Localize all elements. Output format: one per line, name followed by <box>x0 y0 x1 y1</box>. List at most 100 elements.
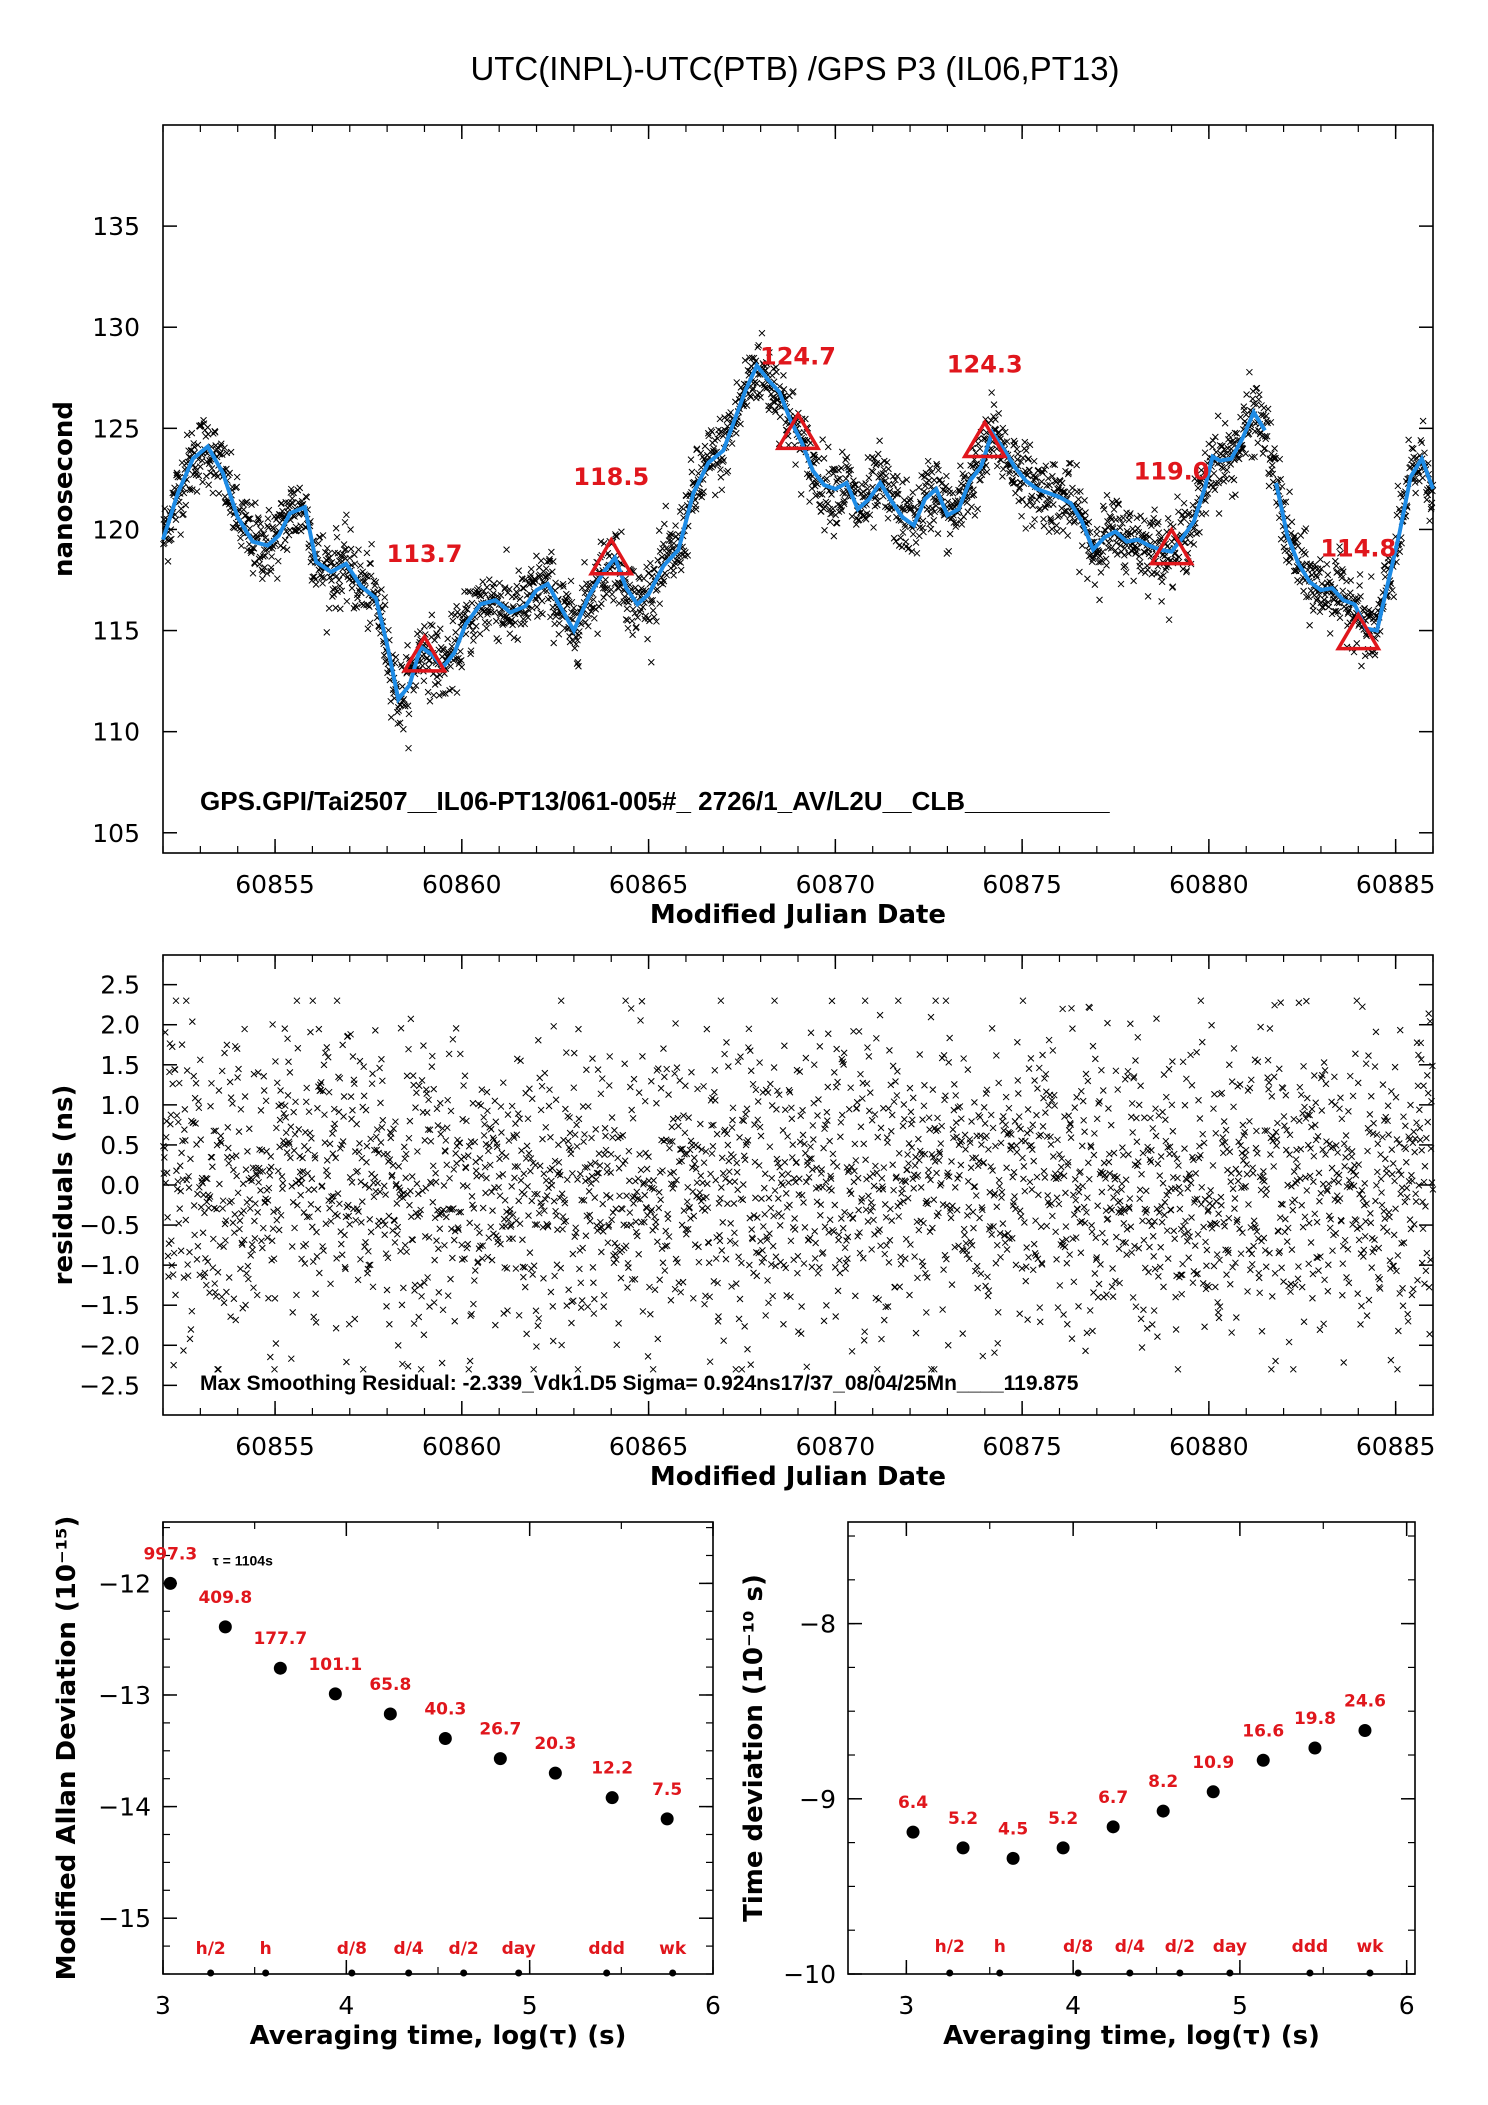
residuals-data-point <box>281 1025 289 1033</box>
main-data-point <box>893 513 900 521</box>
residuals-data-point <box>356 1140 363 1147</box>
residuals-data-point <box>233 1172 241 1180</box>
residuals-data-point <box>757 1237 764 1245</box>
main-data-point <box>1228 493 1236 501</box>
residuals-ytick-label: −1.0 <box>79 1251 140 1280</box>
main-data-point <box>257 520 264 528</box>
residuals-data-point <box>766 1230 773 1238</box>
residuals-data-point <box>674 1114 682 1122</box>
main-data-point <box>279 507 286 515</box>
main-data-point <box>929 504 936 512</box>
residuals-data-point <box>333 1255 340 1262</box>
residuals-data-point <box>279 1179 287 1187</box>
residuals-data-point <box>788 1115 796 1123</box>
main-data-point <box>655 527 663 534</box>
main-data-point <box>1018 512 1025 520</box>
main-data-point <box>193 488 201 495</box>
residuals-data-point <box>323 1043 331 1051</box>
residuals-data-point <box>509 1235 516 1243</box>
residuals-data-point <box>506 1235 513 1243</box>
main-data-point <box>1011 440 1019 447</box>
main-data-point <box>322 548 329 556</box>
residuals-data-point <box>683 1198 691 1206</box>
main-data-point <box>1134 524 1142 532</box>
residuals-data-point <box>480 1113 488 1121</box>
residuals-data-point <box>920 1219 927 1227</box>
main-data-point <box>639 589 646 596</box>
residuals-data-point <box>946 1034 954 1042</box>
residuals-data-point <box>460 1153 468 1161</box>
residuals-data-point <box>418 1076 426 1084</box>
residuals-data-point <box>971 1183 979 1190</box>
residuals-data-point <box>779 1126 787 1134</box>
main-data-point <box>1019 454 1027 462</box>
residuals-data-point <box>1009 1173 1017 1181</box>
residuals-data-point <box>1043 1222 1051 1230</box>
main-data-point <box>816 490 824 498</box>
main-data-point <box>537 557 545 565</box>
residuals-data-point <box>1028 1186 1036 1193</box>
residuals-data-point <box>938 1122 946 1130</box>
residuals-data-point <box>592 1126 600 1133</box>
residuals-data-point <box>294 1201 301 1209</box>
main-data-point <box>419 662 426 670</box>
main-data-point <box>1205 440 1213 448</box>
residuals-data-point <box>409 1236 417 1244</box>
residuals-data-point <box>997 1139 1005 1147</box>
residuals-data-point <box>911 1162 919 1169</box>
residuals-data-point <box>915 1156 923 1164</box>
residuals-data-point <box>753 1214 761 1221</box>
main-data-point <box>1155 518 1162 526</box>
main-data-point <box>490 580 498 588</box>
residuals-data-point <box>520 1190 528 1198</box>
main-data-point <box>974 505 982 513</box>
residuals-data-point <box>967 1164 975 1172</box>
main-data-point <box>1243 391 1250 398</box>
residuals-data-point <box>894 1068 901 1075</box>
main-data-point <box>1117 580 1125 588</box>
residuals-data-point <box>190 1202 198 1209</box>
residuals-data-point <box>424 1274 431 1281</box>
residuals-data-point <box>997 1253 1004 1261</box>
main-data-point <box>353 603 361 611</box>
residuals-data-point <box>1014 1077 1022 1084</box>
main-data-point <box>169 489 177 497</box>
residuals-data-point <box>802 1149 809 1157</box>
residuals-data-point <box>308 1175 316 1183</box>
main-y-axis-title: nanosecond <box>49 401 79 577</box>
residuals-data-point <box>430 1299 438 1306</box>
main-data-point <box>571 644 579 652</box>
main-data-point <box>1209 443 1216 451</box>
residuals-data-point <box>310 1313 318 1321</box>
residuals-data-point <box>517 1057 524 1065</box>
residuals-data-point <box>654 1335 662 1343</box>
residuals-data-point <box>244 1262 252 1270</box>
residuals-data-point <box>953 1206 961 1214</box>
main-data-point <box>1019 496 1026 503</box>
residuals-data-point <box>686 1203 693 1211</box>
main-data-point <box>925 477 933 484</box>
residuals-data-point <box>231 1211 239 1218</box>
residuals-data-point <box>302 1240 310 1248</box>
residuals-data-point <box>528 1197 536 1205</box>
main-data-point <box>1126 510 1134 517</box>
main-data-point <box>600 594 608 601</box>
main-marker-label: 118.5 <box>573 463 649 491</box>
residuals-data-point <box>973 1262 981 1270</box>
main-data-point <box>457 656 465 664</box>
residuals-data-point <box>557 1264 565 1272</box>
residuals-data-point <box>492 1118 500 1126</box>
main-data-point <box>833 519 841 527</box>
main-data-point <box>568 598 576 606</box>
residuals-data-point <box>718 1247 726 1254</box>
residuals-data-point <box>874 1133 882 1141</box>
main-data-point <box>792 461 799 468</box>
residuals-data-point <box>771 997 778 1005</box>
main-data-point <box>548 548 555 556</box>
residuals-data-point <box>817 1201 825 1209</box>
residuals-data-point <box>899 1185 906 1193</box>
residuals-data-point <box>786 1088 794 1096</box>
residuals-data-point <box>1010 1168 1018 1176</box>
residuals-data-point <box>283 1149 291 1156</box>
residuals-data-point <box>533 1343 540 1350</box>
